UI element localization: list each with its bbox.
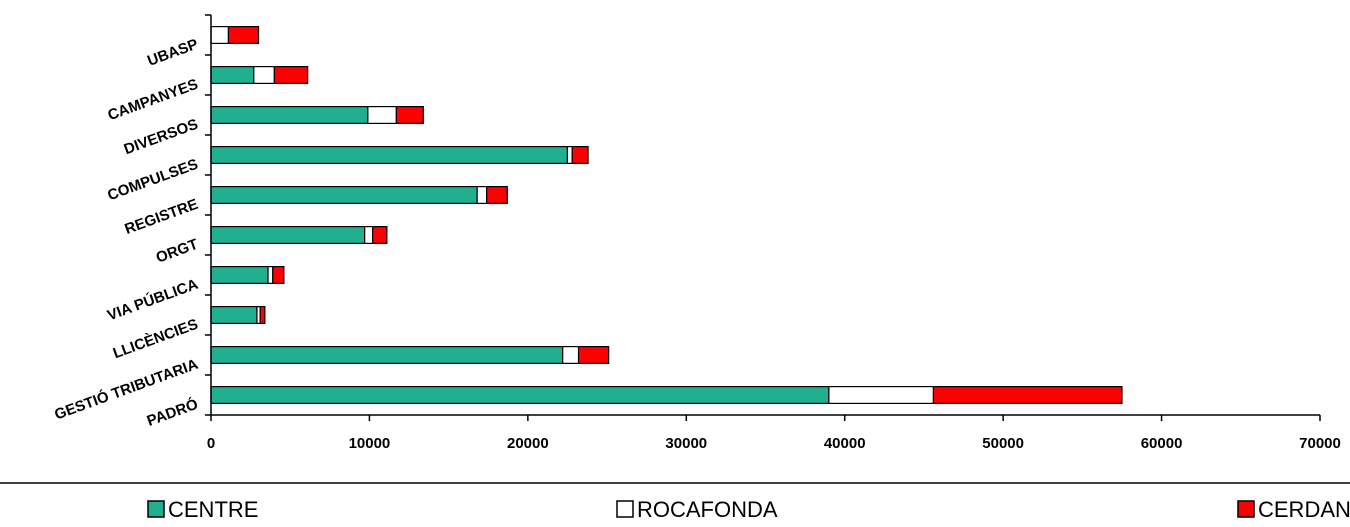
bar-diversos-cerdanyola [395,105,424,124]
category-label-registre: REGISTRE [122,196,200,238]
bar-orgt-cerdanyola [371,226,388,245]
bar-compulses-rocafonda [566,146,573,165]
bar-compulses-centre [210,146,569,165]
category-label-compulses: COMPULSES [105,156,200,204]
x-tick-label: 60000 [1141,435,1183,452]
x-ticks-group: 0 10000 20000 30000 40000 50000 60000 70000 [207,415,1341,452]
bar-compulses-cerdanyola [571,146,589,165]
category-label-orgt: ORGT [154,236,201,267]
bar-diversos-rocafonda [367,105,397,124]
legend-label-cerdanyola: CERDANYOLA [1258,497,1350,522]
x-tick-label: 40000 [824,435,866,452]
bar-gestio-tributaria-centre [210,346,564,365]
bar-ubasp-rocafonda [210,26,230,44]
bar-registre-cerdanyola [486,186,508,205]
category-label-diversos: DIVERSOS [122,116,201,158]
x-tick-label: 10000 [349,435,391,452]
legend-swatch-centre [147,500,165,518]
bar-campanyes-cerdanyola [273,65,309,84]
category-label-llicencies: LLICÈNCIES [111,316,201,362]
legend-label-centre: CENTRE [168,497,258,522]
legend-item-cerdanyola: CERDANYOLA [1237,497,1350,522]
bars-group [210,26,1123,405]
legend-item-centre: CENTRE [147,497,258,522]
x-tick-label: 20000 [507,435,549,452]
bar-campanyes-centre [210,65,255,84]
y-ticks-group [205,14,211,416]
legend-item-rocafonda: ROCAFONDA [616,497,778,522]
legend-swatch-cerdanyola [1237,500,1255,518]
bar-registre-rocafonda [476,186,488,205]
x-tick-label: 0 [207,435,215,452]
bar-campanyes-rocafonda [253,65,275,84]
bar-via-publica-cerdanyola [272,266,285,285]
bar-registre-centre [210,186,478,205]
category-label-campanyes: CAMPANYES [106,76,201,124]
bar-padro-cerdanyola [932,386,1123,405]
category-label-padro: PADRÓ [144,395,200,430]
bar-gestio-tributaria-rocafonda [562,346,580,365]
bar-orgt-centre [210,226,366,245]
bar-diversos-centre [210,105,369,124]
bar-padro-centre [210,386,830,405]
bar-gestio-tributaria-cerdanyola [577,346,610,365]
category-label-ubasp: UBASP [145,36,200,70]
legend: CENTRE ROCAFONDA CERDANYOLA [147,497,1350,522]
bar-llicencies-cerdanyola [259,306,266,325]
category-label-via-publica: VIA PÚBLICA [105,275,201,325]
legend-swatch-rocafonda [616,500,634,518]
bar-orgt-rocafonda [364,226,374,245]
bar-ubasp-cerdanyola [227,26,260,44]
x-tick-label: 70000 [1299,435,1341,452]
bar-padro-rocafonda [828,386,935,405]
bar-llicencies-centre [210,306,258,325]
bar-via-publica-rocafonda [267,266,274,285]
x-tick-label: 30000 [665,435,707,452]
x-tick-label: 50000 [982,435,1024,452]
legend-label-rocafonda: ROCAFONDA [637,497,778,522]
bar-via-publica-centre [210,266,269,285]
